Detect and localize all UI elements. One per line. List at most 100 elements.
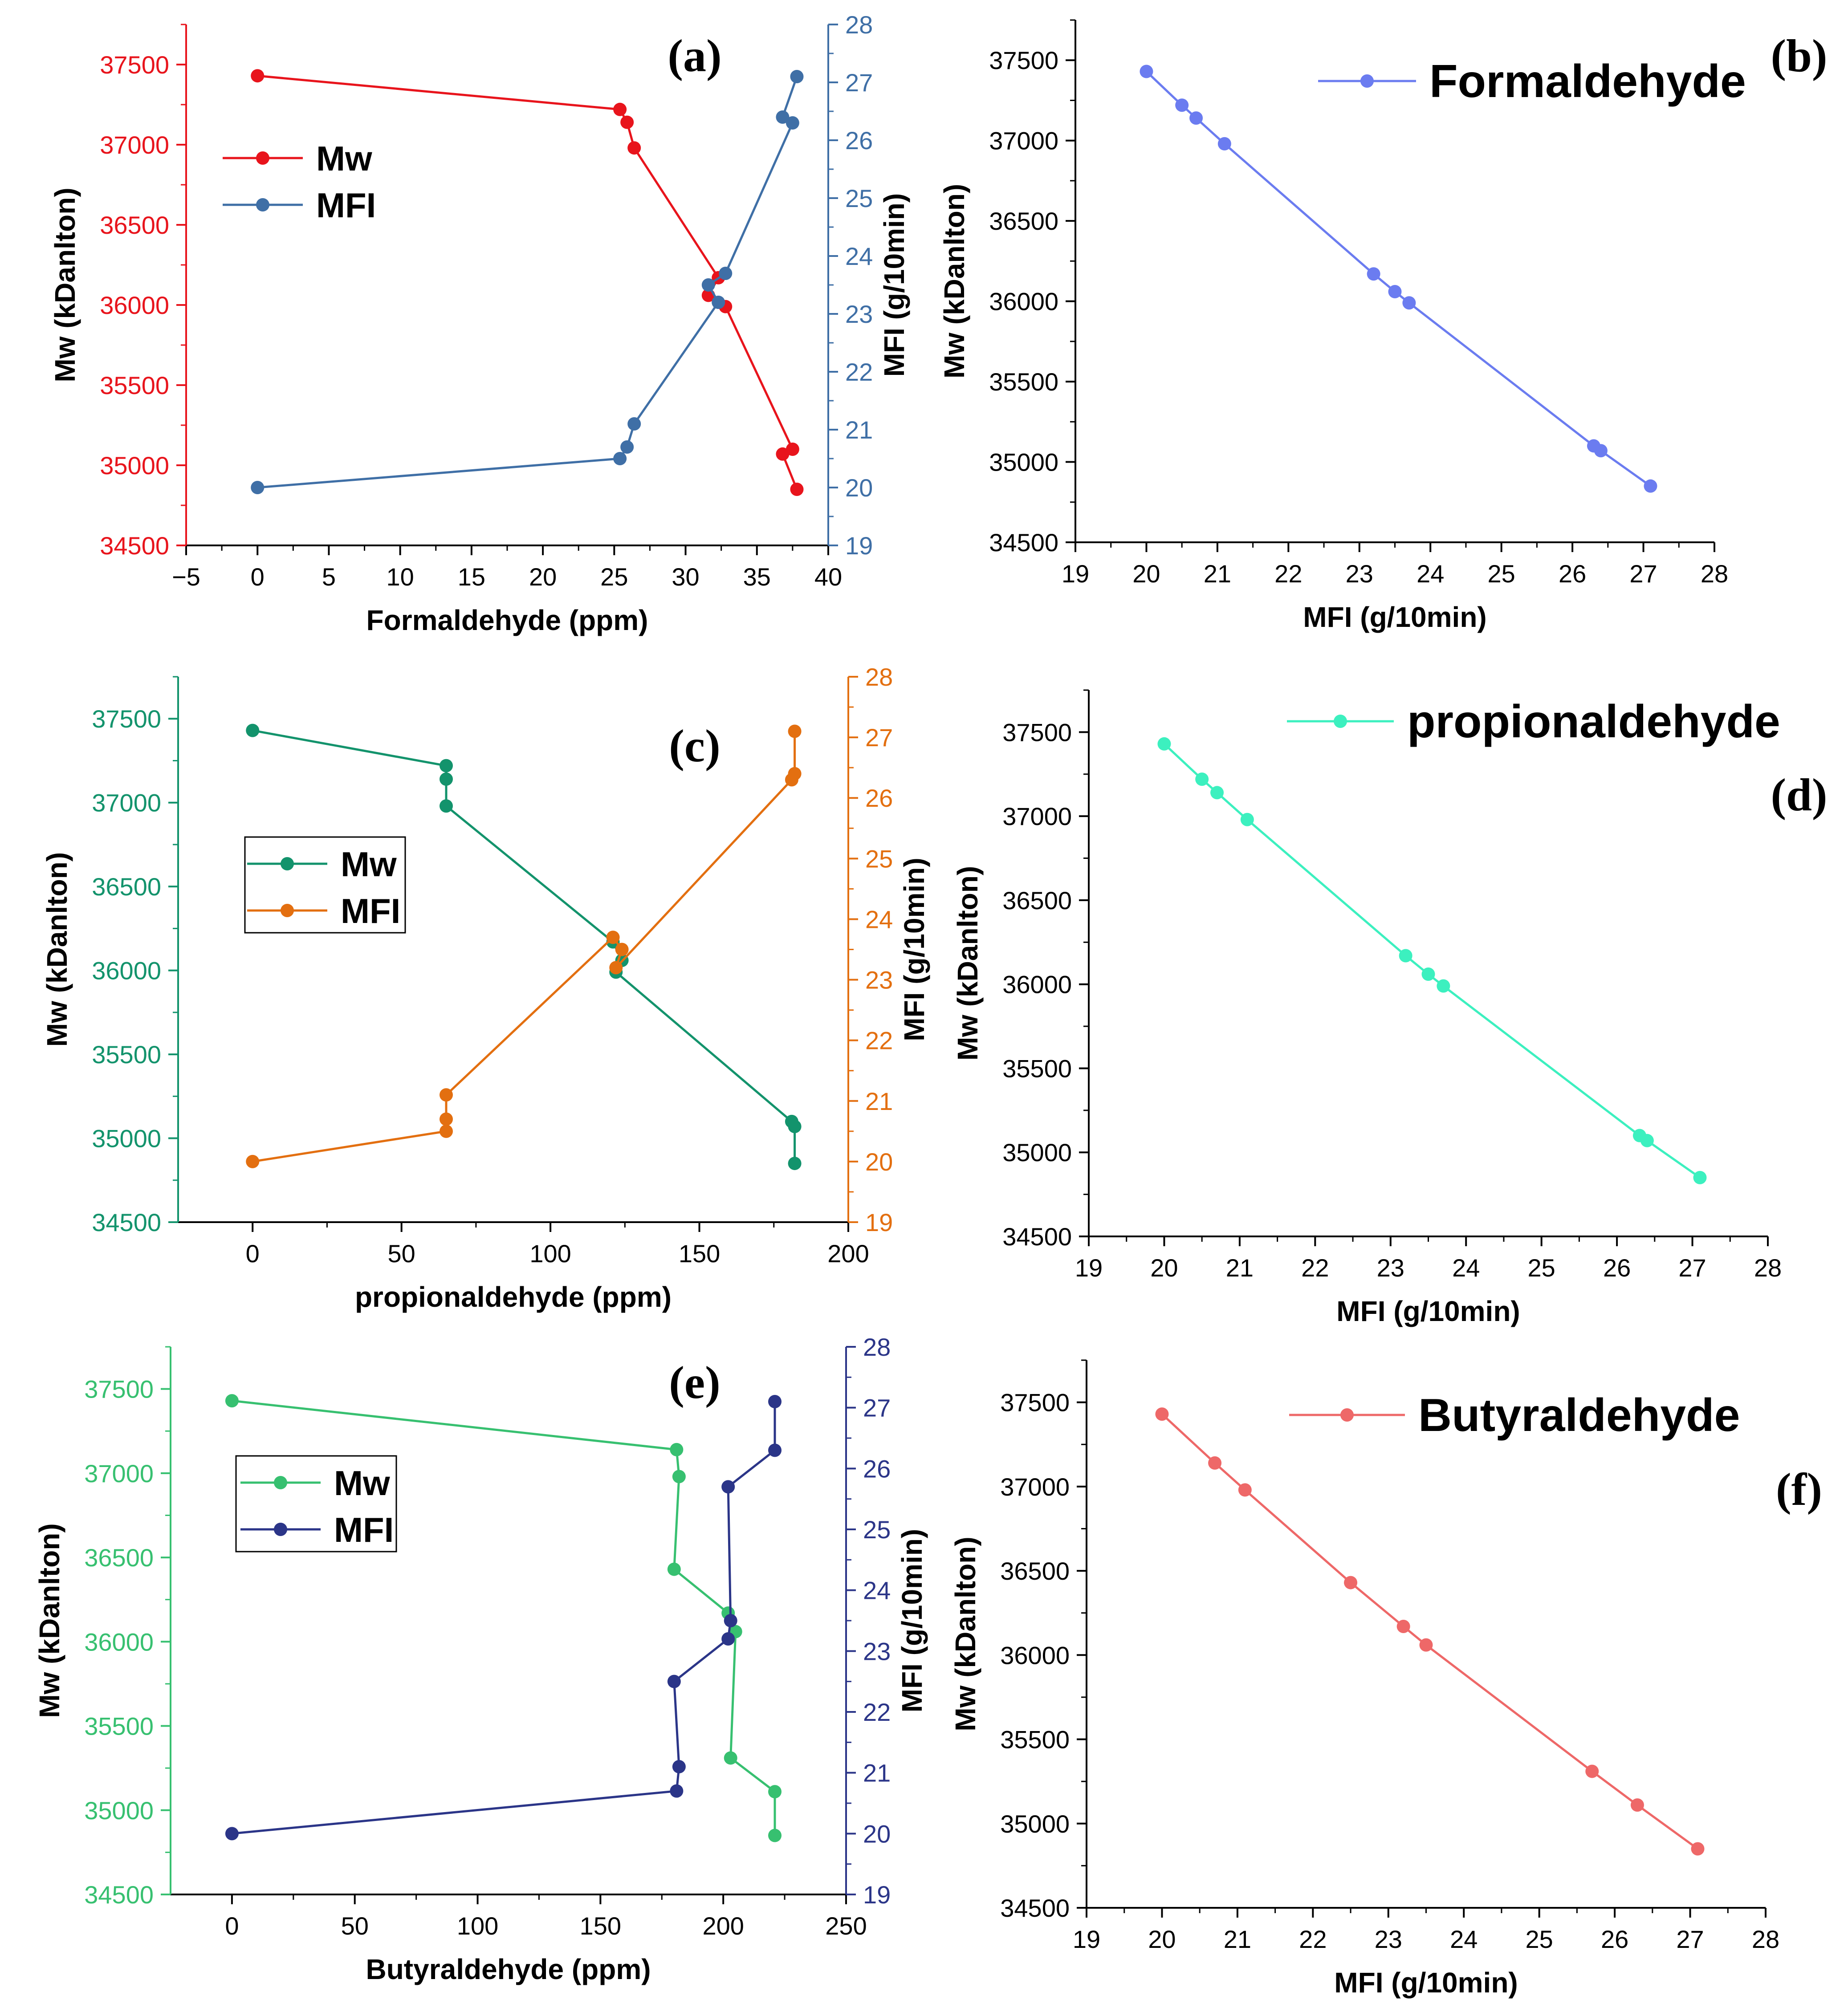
data-point-formaldehyde bbox=[1402, 296, 1416, 310]
legend-marker bbox=[256, 198, 269, 211]
x-tick-label: 27 bbox=[1629, 560, 1657, 588]
legend-label: Butyraldehyde bbox=[1418, 1390, 1740, 1441]
x-tick-label: 0 bbox=[251, 563, 265, 591]
data-point-mfi bbox=[246, 1154, 260, 1168]
y-tick-label: 37500 bbox=[989, 46, 1058, 74]
data-point-mw bbox=[667, 1562, 681, 1576]
y-tick-label: 36000 bbox=[1000, 1641, 1070, 1669]
y2-tick-label: 24 bbox=[845, 242, 873, 270]
legend-label: propionaldehyde bbox=[1407, 696, 1780, 748]
data-point-mfi bbox=[440, 1088, 453, 1102]
x-tick-label: 23 bbox=[1346, 560, 1373, 588]
data-point-mw bbox=[790, 483, 804, 496]
data-point-mw bbox=[788, 1120, 802, 1134]
x-tick-label: 24 bbox=[1452, 1254, 1480, 1282]
legend-marker bbox=[1360, 74, 1374, 88]
y2-tick-label: 22 bbox=[865, 1027, 893, 1055]
x-axis-label: MFI (g/10min) bbox=[1334, 1967, 1518, 1999]
legend-box bbox=[235, 1455, 397, 1553]
data-point-butyraldehyde bbox=[1155, 1407, 1169, 1421]
data-point-propionaldehyde bbox=[1399, 949, 1412, 963]
data-point-mfi bbox=[776, 110, 790, 124]
series-line-mfi bbox=[252, 731, 796, 1163]
panel-label: (c) bbox=[669, 720, 720, 772]
y2-tick-label: 22 bbox=[845, 358, 873, 386]
chart-panel-e: 0 50 100 150 200 250 34500 35000 35500 36000 36500… bbox=[33, 1333, 928, 1985]
data-point-formaldehyde bbox=[1594, 444, 1608, 458]
y2-tick-label: 23 bbox=[863, 1637, 891, 1665]
x-tick-label: 20 bbox=[1148, 1925, 1176, 1953]
x-tick-label: 20 bbox=[529, 563, 557, 591]
y-tick-label: 35500 bbox=[92, 1041, 161, 1069]
data-point-mw bbox=[620, 115, 634, 129]
y-tick-label: 35500 bbox=[1000, 1726, 1070, 1754]
legend-label: Formaldehyde bbox=[1429, 56, 1746, 107]
y-tick-label: 34500 bbox=[100, 532, 169, 560]
y-tick-label: 36000 bbox=[1002, 971, 1072, 999]
data-point-mw bbox=[440, 772, 453, 786]
x-axis-label: MFI (g/10min) bbox=[1303, 601, 1486, 633]
data-point-mfi bbox=[620, 440, 634, 454]
data-point-mfi bbox=[613, 452, 627, 465]
y-tick-label: 36500 bbox=[84, 1544, 154, 1572]
y2-tick-label: 20 bbox=[865, 1148, 893, 1176]
x-axis-label: Butyraldehyde (ppm) bbox=[366, 1953, 651, 1985]
y-tick-label: 37500 bbox=[1002, 718, 1072, 746]
legend-marker bbox=[281, 857, 294, 870]
data-point-mw bbox=[768, 1829, 782, 1842]
y-tick-label: 37000 bbox=[1002, 802, 1072, 830]
legend-marker bbox=[256, 151, 269, 165]
y2-tick-label: 21 bbox=[865, 1087, 893, 1115]
data-point-butyraldehyde bbox=[1238, 1483, 1252, 1497]
data-point-butyraldehyde bbox=[1396, 1619, 1410, 1633]
y-axis-label: Mw (kDanlton) bbox=[952, 866, 984, 1061]
data-point-mw bbox=[670, 1443, 684, 1456]
data-point-mfi bbox=[672, 1760, 686, 1773]
data-point-mfi bbox=[667, 1675, 681, 1688]
x-tick-label: 50 bbox=[388, 1240, 415, 1268]
x-tick-label: 150 bbox=[679, 1240, 720, 1268]
y2-tick-label: 24 bbox=[865, 905, 893, 933]
legend-label: MFI bbox=[316, 186, 376, 225]
x-tick-label: 24 bbox=[1450, 1925, 1478, 1953]
data-point-mw bbox=[440, 799, 453, 813]
y2-tick-label: 25 bbox=[863, 1516, 891, 1544]
data-point-mfi bbox=[788, 724, 802, 738]
y-tick-label: 37500 bbox=[92, 705, 161, 733]
y-tick-label: 36500 bbox=[1002, 886, 1072, 915]
x-tick-label: 19 bbox=[1075, 1254, 1103, 1282]
x-tick-label: 30 bbox=[672, 563, 699, 591]
x-tick-label: 20 bbox=[1150, 1254, 1178, 1282]
data-point-formaldehyde bbox=[1217, 137, 1231, 150]
data-point-mfi bbox=[627, 417, 641, 431]
x-tick-label: 25 bbox=[1526, 1925, 1553, 1953]
data-point-butyraldehyde bbox=[1344, 1576, 1358, 1589]
y2-axis-label: MFI (g/10min) bbox=[898, 858, 930, 1041]
data-point-mfi bbox=[790, 70, 804, 83]
data-point-butyraldehyde bbox=[1691, 1842, 1705, 1856]
y-tick-label: 36000 bbox=[84, 1628, 154, 1656]
y-tick-label: 37500 bbox=[100, 51, 169, 79]
y-axis-label: Mw (kDanlton) bbox=[33, 1523, 65, 1718]
legend-marker bbox=[1340, 1408, 1354, 1422]
y-axis-label: Mw (kDanlton) bbox=[41, 852, 73, 1047]
data-point-propionaldehyde bbox=[1640, 1134, 1654, 1147]
y2-tick-label: 26 bbox=[865, 784, 893, 812]
x-tick-label: 26 bbox=[1559, 560, 1586, 588]
y2-tick-label: 25 bbox=[865, 845, 893, 873]
y-axis-label: Mw (kDanlton) bbox=[938, 184, 970, 378]
y2-axis-label: MFI (g/10min) bbox=[878, 193, 910, 377]
x-tick-label: 20 bbox=[1132, 560, 1160, 588]
data-point-propionaldehyde bbox=[1240, 813, 1254, 826]
x-tick-label: 5 bbox=[322, 563, 336, 591]
y2-tick-label: 21 bbox=[863, 1759, 891, 1787]
x-tick-label: 200 bbox=[827, 1240, 869, 1268]
y2-tick-label: 27 bbox=[845, 69, 873, 97]
x-tick-label: 100 bbox=[529, 1240, 571, 1268]
data-point-mfi bbox=[670, 1784, 684, 1798]
data-point-mfi bbox=[768, 1443, 782, 1457]
x-axis-label: MFI (g/10min) bbox=[1336, 1295, 1520, 1327]
y-tick-label: 34500 bbox=[92, 1208, 161, 1236]
series-line-propionaldehyde bbox=[1163, 743, 1701, 1179]
